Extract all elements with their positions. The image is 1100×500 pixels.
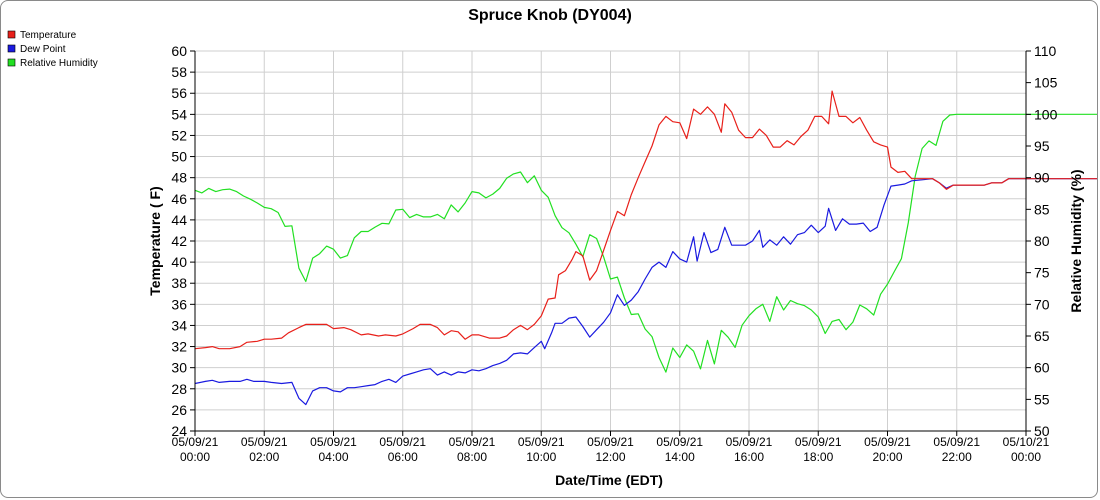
- x-tick-label-time: 08:00: [457, 450, 487, 464]
- legend-item-temperature: Temperature: [7, 30, 77, 41]
- legend-item-dew-point: Dew Point: [7, 44, 66, 55]
- y-tick-label: 26: [171, 402, 187, 418]
- y-tick-label: 44: [171, 212, 187, 228]
- x-tick-label-date: 05/09/21: [795, 435, 842, 449]
- x-tick-label-date: 05/09/21: [310, 435, 357, 449]
- series-line-dew-point: [194, 178, 1097, 406]
- y-tick-label: 54: [171, 106, 187, 122]
- legend-label-temperature: Temperature: [20, 30, 77, 41]
- y-tick-label: 32: [171, 339, 187, 355]
- legend-swatch-dew-point: [7, 44, 16, 53]
- y-tick-label: 46: [171, 191, 187, 207]
- legend-label-dew-point: Dew Point: [20, 44, 66, 55]
- y2-tick-label: 75: [1034, 265, 1050, 281]
- x-tick-label-time: 20:00: [872, 450, 902, 464]
- x-tick-label-date: 05/09/21: [656, 435, 703, 449]
- y-tick-label: 60: [171, 43, 187, 59]
- y-tick-label: 36: [171, 296, 187, 312]
- y2-tick-label: 70: [1034, 296, 1050, 312]
- x-tick-label-time: 00:00: [1011, 450, 1041, 464]
- x-tick-label-time: 18:00: [803, 450, 833, 464]
- x-tick-label-time: 00:00: [180, 450, 210, 464]
- x-tick-label-time: 22:00: [942, 450, 972, 464]
- y2-tick-label: 85: [1034, 201, 1050, 217]
- series-line-temperature: [194, 90, 1097, 350]
- y-tick-label: 24: [171, 423, 187, 439]
- y2-tick-label: 50: [1034, 423, 1050, 439]
- y2-tick-label: 105: [1034, 75, 1058, 91]
- y-tick-label: 38: [171, 275, 187, 291]
- series-line-relative-humidity: [194, 113, 1097, 373]
- x-tick-label-time: 10:00: [526, 450, 556, 464]
- x-tick-label-time: 06:00: [388, 450, 418, 464]
- y2-tick-label: 60: [1034, 360, 1050, 376]
- x-tick-label-time: 02:00: [249, 450, 279, 464]
- x-tick-label-date: 05/09/21: [379, 435, 426, 449]
- y-tick-label: 42: [171, 233, 187, 249]
- x-axis-label: Date/Time (EDT): [555, 472, 663, 488]
- x-tick-label-date: 05/09/21: [726, 435, 773, 449]
- y-tick-label: 40: [171, 254, 187, 270]
- y2-tick-label: 80: [1034, 233, 1050, 249]
- x-tick-label-date: 05/09/21: [172, 435, 219, 449]
- y-tick-label: 52: [171, 127, 187, 143]
- y2-tick-label: 65: [1034, 328, 1050, 344]
- x-tick-label-date: 05/09/21: [933, 435, 980, 449]
- legend-swatch-relative-humidity: [7, 58, 16, 67]
- legend-item-relative-humidity: Relative Humidity: [7, 58, 98, 69]
- y-tick-label: 56: [171, 85, 187, 101]
- y-tick-label: 58: [171, 64, 187, 80]
- x-tick-label-date: 05/09/21: [241, 435, 288, 449]
- y-tick-label: 48: [171, 170, 187, 186]
- chart-title: Spruce Knob (DY004): [468, 7, 632, 24]
- series-layer: [194, 90, 1097, 406]
- y-tick-label: 28: [171, 381, 187, 397]
- y2-axis-label: Relative Humidity (%): [1068, 169, 1084, 312]
- y2-tick-label: 100: [1034, 106, 1058, 122]
- y2-tick-label: 95: [1034, 138, 1050, 154]
- x-tick-label-date: 05/09/21: [518, 435, 565, 449]
- x-tick-label-time: 12:00: [595, 450, 625, 464]
- legend-label-relative-humidity: Relative Humidity: [20, 58, 98, 69]
- legend-swatch-temperature: [7, 30, 16, 39]
- legend: Temperature Dew Point Relative Humidity: [7, 30, 98, 69]
- grid: [194, 50, 1027, 432]
- axes: 24 26 28 30 32 34 36 38 40 42 44 46 48 50 52 54 56 58 60 50…: [171, 43, 1057, 464]
- y-tick-label: 30: [171, 360, 187, 376]
- y-tick-label: 34: [171, 317, 187, 333]
- x-tick-label-time: 16:00: [734, 450, 764, 464]
- y-tick-label: 50: [171, 149, 187, 165]
- x-tick-label-time: 04:00: [318, 450, 348, 464]
- y-axis-label: Temperature ( F): [147, 186, 163, 295]
- x-tick-label-date: 05/10/21: [1003, 435, 1050, 449]
- x-tick-label-date: 05/09/21: [587, 435, 634, 449]
- x-tick-label-date: 05/09/21: [449, 435, 496, 449]
- y2-tick-label: 55: [1034, 391, 1050, 407]
- x-tick-label-time: 14:00: [665, 450, 695, 464]
- y2-tick-label: 90: [1034, 170, 1050, 186]
- y2-tick-label: 110: [1034, 43, 1057, 59]
- x-tick-label-date: 05/09/21: [864, 435, 911, 449]
